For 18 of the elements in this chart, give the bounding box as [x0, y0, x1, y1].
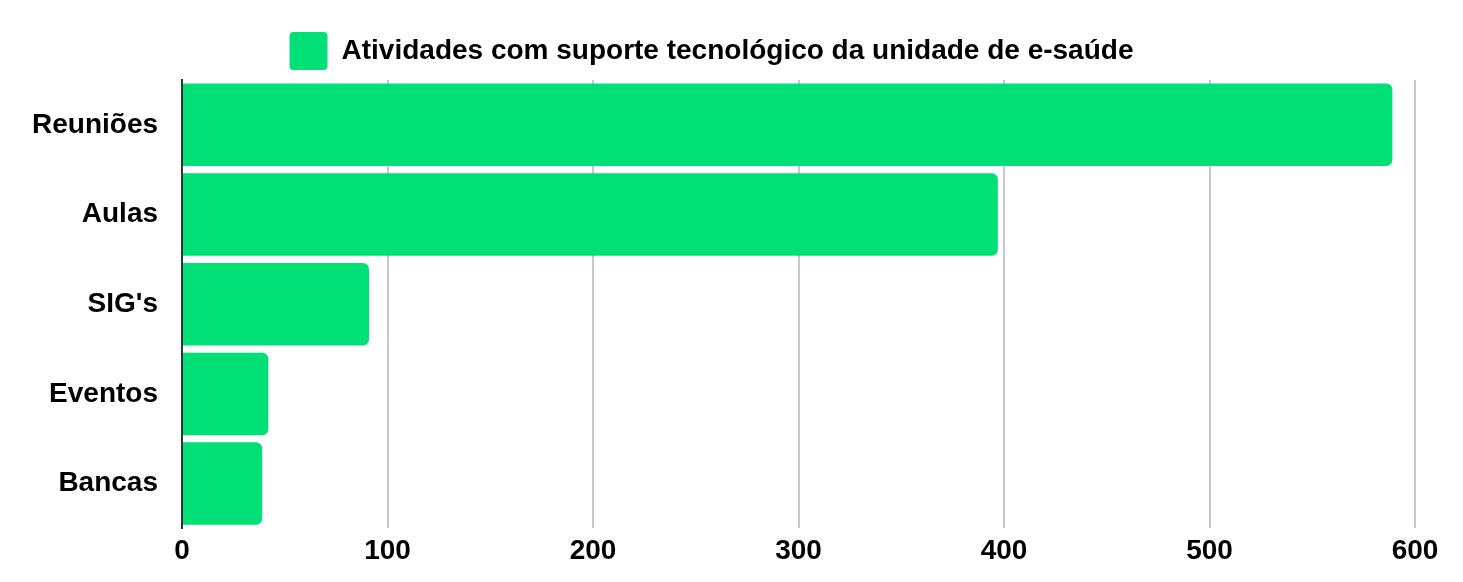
- x-tick-label: 300: [775, 533, 822, 565]
- x-tick-label: 500: [1186, 533, 1233, 565]
- bar: [183, 442, 263, 525]
- x-tick-label: 600: [1391, 533, 1439, 565]
- x-tick-label: 100: [364, 533, 411, 565]
- bar: [183, 83, 1393, 167]
- y-tick-label: Reuniões: [32, 107, 159, 139]
- legend-label: Atividades com suporte tecnológico da unidade de e-saúde: [341, 33, 1134, 65]
- y-tick-label: Aulas: [81, 197, 159, 229]
- bar: [183, 352, 269, 436]
- y-tick-label: Eventos: [49, 376, 159, 408]
- x-tick-label: 0: [174, 533, 190, 565]
- bar: [183, 262, 370, 346]
- y-tick-label: Bancas: [58, 466, 159, 498]
- x-tick-label: 400: [980, 533, 1028, 565]
- y-tick-label: SIG's: [87, 286, 159, 318]
- x-tick-label: 200: [569, 533, 617, 565]
- bar: [183, 173, 998, 256]
